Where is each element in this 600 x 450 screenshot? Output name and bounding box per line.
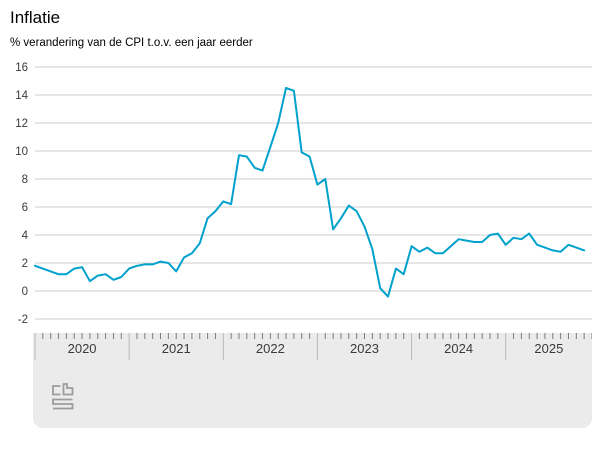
year-label: 2024 (444, 341, 473, 356)
chart-title: Inflatie (10, 8, 61, 27)
y-tick-label: 14 (15, 90, 28, 102)
y-tick-label: 10 (15, 146, 28, 158)
chart-subtitle: % verandering van de CPI t.o.v. een jaar… (10, 37, 253, 49)
year-label: 2023 (350, 341, 379, 356)
y-tick-label: 6 (22, 202, 28, 214)
y-tick-label: 0 (22, 286, 28, 298)
y-tick-label: 12 (15, 118, 28, 130)
y-tick-label: 16 (15, 62, 28, 74)
year-label: 2020 (68, 341, 97, 356)
year-label: 2022 (256, 341, 285, 356)
y-tick-label: 2 (22, 258, 28, 270)
y-tick-label: -2 (18, 314, 28, 326)
y-tick-label: 4 (22, 230, 29, 242)
inflation-line[interactable] (34, 87, 586, 298)
inflation-line-plot[interactable]: 16 14 12 10 8 6 4 2 0 -2 (0, 0, 600, 332)
time-axis-panel[interactable]: 2020 2021 2022 2023 2024 2025 (33, 333, 592, 428)
time-axis-ticks: 2020 2021 2022 2023 2024 2025 (34, 333, 592, 360)
year-label: 2025 (534, 341, 563, 356)
cbs-logo (52, 383, 74, 410)
y-tick-label: 8 (22, 174, 28, 186)
year-label: 2021 (162, 341, 191, 356)
